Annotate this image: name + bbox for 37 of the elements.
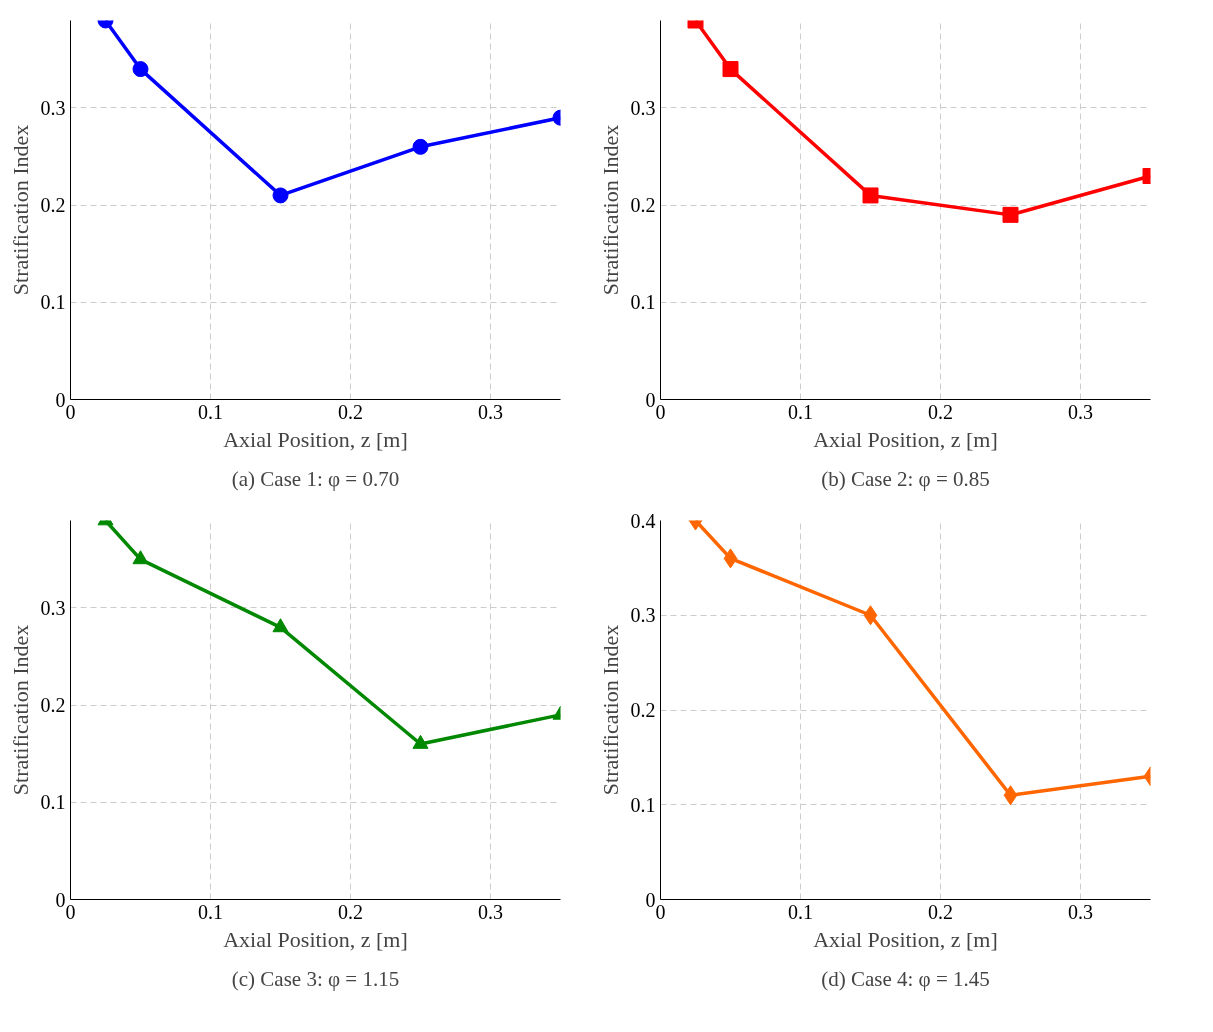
- y-tick-label: 0.1: [40, 291, 66, 314]
- x-tick-label: 0.3: [478, 900, 503, 923]
- y-tick-label: 0.1: [630, 291, 656, 314]
- y-tick-label: 0.2: [630, 699, 656, 721]
- y-axis-title: Stratification Index: [7, 124, 33, 296]
- x-tick-label: 0.2: [928, 400, 953, 423]
- y-tick-label: 0.3: [630, 96, 656, 119]
- x-tick-label: 0.3: [478, 400, 503, 423]
- y-tick-label: 0.1: [630, 793, 656, 816]
- y-tick-label: 0.2: [40, 194, 66, 217]
- y-axis-title: Stratification Index: [7, 624, 33, 796]
- y-tick-label: 0.2: [40, 694, 66, 717]
- y-tick-label: 0.4: [630, 509, 656, 532]
- text: (d) Case 4: φ = 1.45: [821, 966, 990, 991]
- y-tick-label: 0.3: [630, 604, 656, 627]
- y-axis-title: Stratification Index: [597, 624, 623, 796]
- x-axis-title: Axial Position, z [m]: [813, 426, 998, 452]
- y-tick-label: 0.3: [40, 596, 66, 619]
- x-tick-label: 0.1: [198, 900, 223, 923]
- text: (a) Case 1: φ = 0.70: [231, 466, 400, 491]
- x-axis-title: Axial Position, z [m]: [223, 426, 408, 452]
- y-tick-label: 0.3: [40, 96, 66, 119]
- y-axis-title: Stratification Index: [597, 124, 623, 296]
- x-tick-label: 0.1: [788, 400, 813, 423]
- text: (c) Case 3: φ = 1.15: [231, 966, 400, 991]
- y-tick-label: 0.1: [40, 791, 66, 814]
- x-tick-label: 0.2: [928, 900, 953, 923]
- text: (b) Case 2: φ = 0.85: [821, 466, 990, 491]
- x-tick-label: 0.1: [788, 900, 813, 923]
- x-tick-label: 0.3: [1068, 400, 1093, 423]
- x-axis-title: Axial Position, z [m]: [223, 926, 408, 952]
- x-tick-label: 0.2: [338, 400, 363, 423]
- x-tick-label: 0.2: [338, 900, 363, 923]
- y-tick-label: 0.2: [630, 194, 656, 217]
- x-axis-title: Axial Position, z [m]: [813, 926, 998, 952]
- x-tick-label: 0.3: [1068, 900, 1093, 923]
- x-tick-label: 0.1: [198, 400, 223, 423]
